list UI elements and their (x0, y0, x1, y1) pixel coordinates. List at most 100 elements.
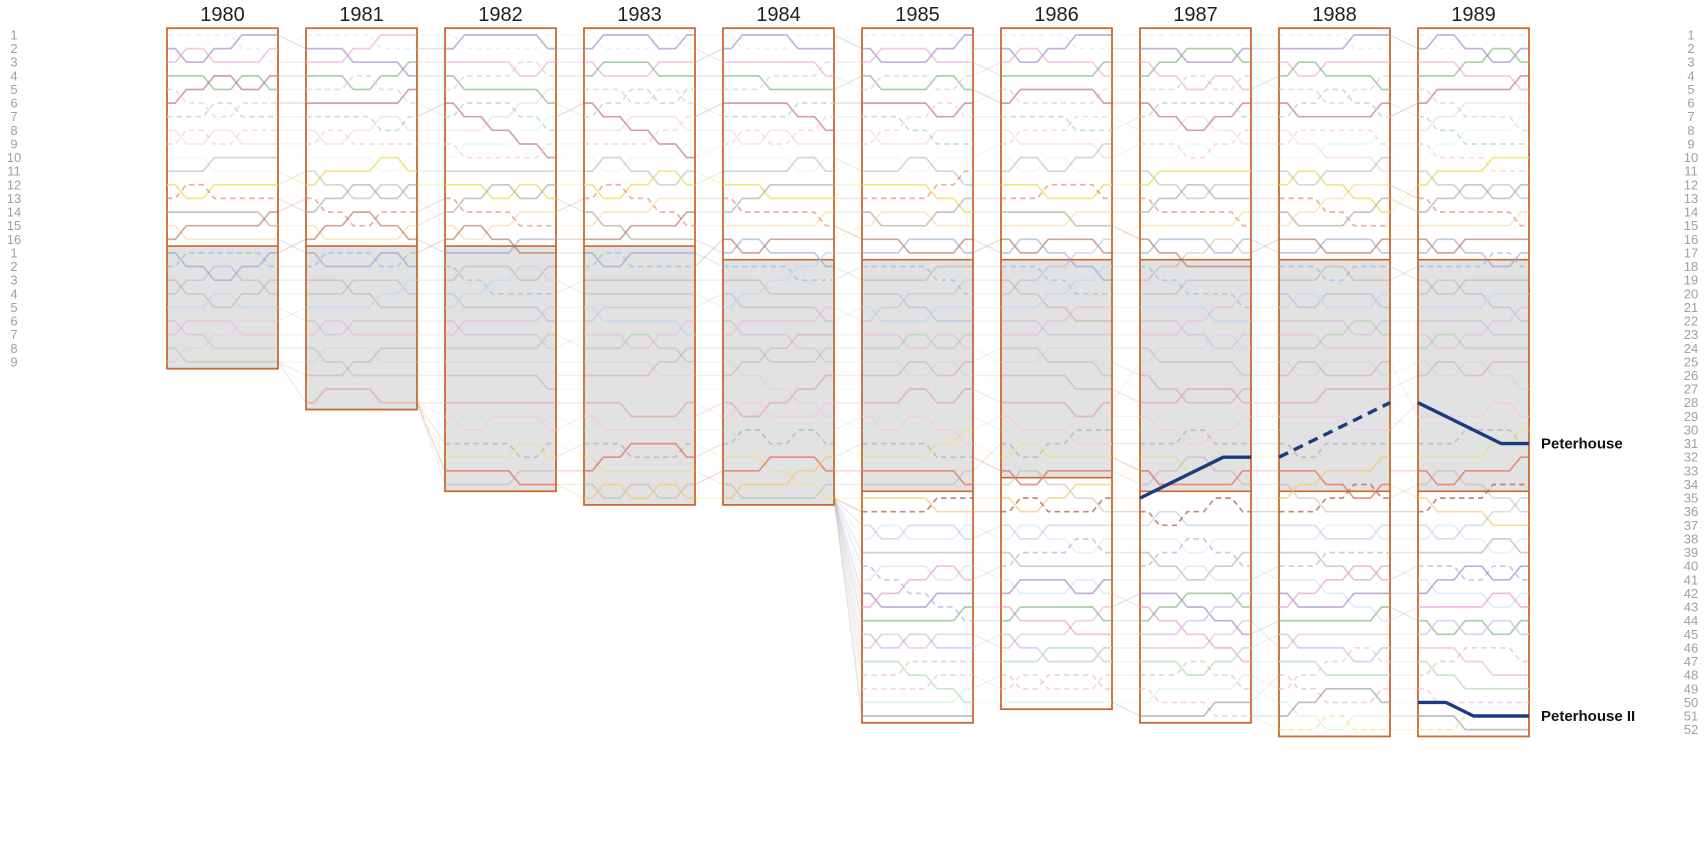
crew-line (584, 88, 695, 104)
inter-year-connector (555, 415, 585, 431)
crew-line (862, 115, 973, 145)
crew-line (1001, 115, 1112, 145)
inter-year-connector (1389, 374, 1419, 390)
crew-line (862, 211, 973, 227)
crew-line (862, 170, 973, 200)
crew-line (1001, 238, 1112, 295)
crew-line (1279, 660, 1390, 676)
crew-line (306, 34, 417, 64)
crew-line (1279, 61, 1390, 77)
crew-line (862, 361, 973, 377)
crew-line (445, 143, 556, 159)
inter-year-connector (694, 402, 724, 417)
crew-line (445, 265, 556, 309)
inter-year-connector (833, 497, 863, 608)
crew-line (445, 88, 556, 132)
crew-line (1279, 292, 1390, 309)
inter-year-connector (1111, 116, 1141, 131)
crew-line (1279, 320, 1390, 336)
inter-year-connector (833, 497, 863, 567)
crew-line (1418, 143, 1529, 173)
crew-line (862, 292, 973, 322)
inter-year-connector (1389, 184, 1419, 213)
crew-line (1279, 633, 1390, 663)
crew-line (1001, 633, 1112, 663)
year-box-border (1139, 27, 1252, 724)
inter-year-connector (1250, 688, 1280, 704)
inter-year-connector (694, 47, 724, 63)
year-label: 1981 (339, 4, 384, 26)
crew-line (1418, 497, 1529, 527)
crew-line (445, 265, 556, 295)
crew-line (445, 292, 556, 322)
left-axis-label: 16 (7, 232, 21, 247)
inter-year-connector (972, 524, 1002, 540)
crew-line (1418, 592, 1529, 608)
inter-year-connector (833, 265, 863, 281)
crew-line (445, 265, 556, 282)
crew-line (1140, 47, 1251, 64)
inter-year-connector (972, 565, 1002, 581)
crew-line (306, 88, 417, 104)
crew-line (1418, 238, 1529, 268)
crew-line (1140, 143, 1251, 159)
crew-line (1279, 197, 1390, 227)
crew-line (1418, 115, 1529, 159)
crew-line (723, 115, 834, 145)
crew-line (723, 347, 834, 363)
crew-line (1418, 687, 1529, 704)
crew-line (1279, 483, 1390, 513)
crew-line (1279, 524, 1390, 540)
crew-line (723, 374, 834, 418)
right-axis-label: 26 (1684, 368, 1698, 383)
crew-line (584, 415, 695, 431)
crew-line (862, 102, 973, 145)
crew-line (1418, 279, 1529, 295)
crew-line (723, 34, 834, 50)
crew-line (584, 61, 695, 77)
inter-year-connector (972, 61, 1002, 77)
inter-year-connector (555, 415, 585, 431)
inter-year-connector (833, 34, 863, 50)
crew-line (1279, 701, 1390, 731)
inter-year-connector (833, 497, 863, 581)
inter-year-connector (833, 497, 863, 717)
crew-line (306, 224, 417, 241)
crew-line (584, 88, 695, 118)
crew-line (306, 252, 417, 268)
crew-line (1001, 88, 1112, 104)
crew-line (1418, 538, 1529, 554)
crew-line (862, 388, 973, 404)
crew-line (584, 156, 695, 186)
year-label: 1980 (200, 4, 245, 26)
right-axis-label: 11 (1684, 164, 1698, 179)
inter-year-connector (833, 156, 863, 172)
crew-line (1418, 456, 1529, 486)
crew-line (445, 34, 556, 50)
crew-line (1279, 687, 1390, 717)
crew-line (1001, 211, 1112, 227)
right-axis-label: 8 (1687, 123, 1694, 138)
right-axis-label: 42 (1684, 586, 1698, 601)
division-band-shaded (1140, 259, 1251, 492)
crew-line (862, 279, 973, 322)
inter-year-connector (972, 347, 1002, 363)
crew-line (723, 156, 834, 173)
inter-year-connector (972, 238, 1002, 254)
right-axis-label: 35 (1684, 491, 1698, 506)
right-axis-label: 21 (1684, 300, 1698, 315)
crew-line (723, 456, 834, 472)
inter-year-connector (555, 102, 585, 118)
inter-year-connector (972, 633, 1002, 649)
crew-line (1418, 715, 1529, 731)
crew-line (445, 75, 556, 104)
inter-year-connector (1250, 620, 1280, 649)
crew-line (167, 75, 278, 104)
inter-year-connector (833, 156, 863, 172)
crew-line (1279, 361, 1390, 377)
crew-line (1279, 415, 1390, 431)
crew-line (1418, 170, 1529, 200)
crew-line (862, 129, 973, 145)
crew-line (167, 265, 278, 295)
crew-line (167, 88, 278, 118)
